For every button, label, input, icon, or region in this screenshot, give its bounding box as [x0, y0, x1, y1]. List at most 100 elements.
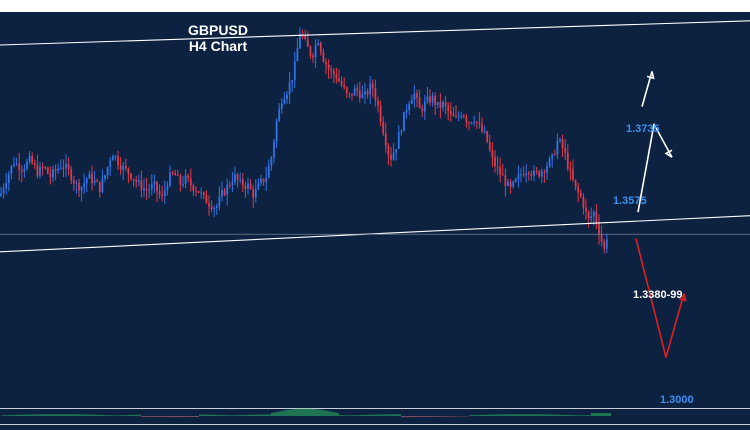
scenario-layer [635, 71, 687, 359]
level-label: 1.3380-99 [633, 289, 683, 301]
candle-body [195, 190, 197, 192]
candle-body [345, 87, 348, 94]
candle-body [96, 180, 99, 182]
candle-body [169, 172, 171, 186]
candle-body [351, 93, 353, 96]
candle-body [184, 175, 187, 184]
candle-body [377, 100, 379, 106]
candle-body [499, 167, 502, 175]
candle-body [418, 97, 421, 109]
candle-body [299, 33, 301, 49]
candle-body [262, 178, 265, 183]
candle-body [535, 170, 538, 172]
candle-body [153, 181, 156, 185]
candle-body [436, 101, 439, 105]
candle-body [455, 116, 457, 118]
candle-body [111, 156, 114, 161]
candle-body [566, 152, 569, 169]
candle-body [124, 165, 127, 169]
candle-body [171, 172, 174, 174]
candle-body [603, 241, 606, 249]
candle-body [176, 175, 179, 177]
candle-body [88, 173, 91, 179]
candle-body [62, 167, 65, 169]
candle-body [527, 173, 530, 175]
candle-body [371, 83, 374, 89]
candle-body [543, 171, 546, 173]
candle-body [447, 105, 450, 112]
candle-body [416, 93, 418, 98]
candle-body [330, 69, 333, 71]
candle-body [254, 189, 257, 198]
candle-body [465, 116, 468, 123]
candle-body [332, 70, 335, 75]
candle-body [270, 157, 273, 166]
level-label: 1.3000 [660, 394, 694, 406]
candle-body [475, 121, 478, 123]
candle-body [20, 170, 23, 172]
candle-body [197, 191, 200, 193]
candle-body [449, 111, 452, 114]
candle-body [163, 190, 166, 196]
candle-body [15, 163, 18, 165]
candle-body [52, 169, 54, 178]
candle-body [559, 139, 561, 141]
candle-body [166, 185, 169, 191]
candle-body [473, 121, 476, 123]
candle-body [577, 186, 580, 193]
candle-body [67, 164, 70, 170]
candle-body [223, 190, 226, 195]
candle-body [335, 74, 338, 79]
candle-body [338, 78, 340, 82]
candle-body [439, 101, 442, 108]
candle-body [520, 174, 522, 176]
candle-body [78, 182, 80, 191]
candle-body [356, 88, 359, 91]
candle-body [509, 181, 512, 187]
candle-body [369, 83, 372, 95]
candle-body [470, 122, 473, 124]
candle-body [46, 167, 49, 174]
candle-body [5, 182, 8, 189]
candle-body [273, 141, 275, 158]
candle-body [18, 163, 21, 171]
candle-body [605, 239, 608, 249]
candle-body [478, 122, 481, 125]
candle-body [592, 211, 595, 217]
candle-body [283, 99, 286, 104]
candle-body [522, 174, 525, 176]
candle-body [72, 180, 75, 184]
candle-body [491, 150, 494, 158]
candle-body [91, 173, 93, 183]
candle-body [182, 183, 184, 185]
candle-body [405, 109, 408, 113]
candle-body [296, 48, 299, 62]
candle-body [494, 157, 496, 167]
candle-body [574, 179, 577, 187]
arrow-head-extension-bullish [646, 71, 655, 80]
candle-body [579, 192, 582, 197]
candle-body [80, 187, 83, 191]
candle-body [127, 168, 130, 174]
candle-body [340, 81, 343, 85]
candle-body [525, 173, 528, 176]
candle-body [392, 152, 395, 160]
candle-body [551, 154, 554, 159]
candle-body [231, 181, 234, 186]
candle-body [26, 161, 28, 169]
candle-body [319, 43, 322, 53]
candle-body [379, 105, 382, 122]
candle-body [130, 173, 132, 179]
candle-body [457, 116, 460, 118]
candle-body [358, 90, 361, 98]
candle-body [54, 169, 57, 171]
candle-body [595, 211, 598, 224]
candle-body [59, 167, 62, 169]
channel-layer [0, 20, 750, 253]
candle-body [327, 64, 330, 70]
channel-line-lower [0, 215, 750, 253]
arrow-head-bearish [678, 293, 687, 302]
candle-body [239, 179, 242, 181]
candle-body [598, 223, 600, 235]
candle-body [57, 168, 60, 171]
